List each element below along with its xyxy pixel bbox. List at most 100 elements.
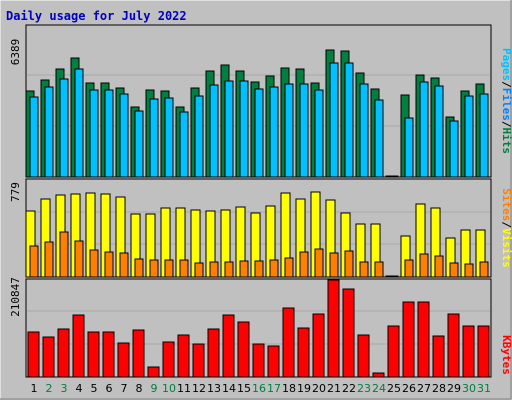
kbytes-bar-day-31 xyxy=(477,325,490,378)
legend: Sites/Visits xyxy=(500,188,512,268)
day-label-2: 2 xyxy=(46,382,53,395)
pages-bar-day-24 xyxy=(374,99,384,178)
kbytes-bar-day-13 xyxy=(207,328,220,378)
kbytes-bar-day-7 xyxy=(117,342,130,378)
sites-bar-day-24 xyxy=(374,261,384,278)
sites-bar-day-18 xyxy=(284,257,294,278)
kbytes-bar-day-22 xyxy=(342,288,355,378)
pages-bar-day-8 xyxy=(134,110,144,178)
legend-sep: / xyxy=(500,81,512,88)
day-label-6: 6 xyxy=(106,382,113,395)
kbytes-bar-day-25 xyxy=(387,325,400,378)
kbytes-bar-day-20 xyxy=(312,313,325,378)
day-label-5: 5 xyxy=(91,382,98,395)
bar-group xyxy=(25,49,489,178)
day-label-4: 4 xyxy=(76,382,83,395)
day-label-9: 9 xyxy=(151,382,158,395)
legend-hits: Hits xyxy=(500,128,512,155)
pages-bar-day-27 xyxy=(419,81,429,178)
pages-bar-day-3 xyxy=(59,78,69,178)
kbytes-bar-day-29 xyxy=(447,313,460,378)
sites-bar-day-4 xyxy=(74,240,84,278)
sites-bar-day-27 xyxy=(419,253,429,278)
kbytes-bar-day-11 xyxy=(177,334,190,378)
day-label-13: 13 xyxy=(207,382,221,395)
day-label-16: 16 xyxy=(252,382,266,395)
sites-bar-day-5 xyxy=(89,249,99,278)
day-label-1: 1 xyxy=(31,382,38,395)
kbytes-bar-day-26 xyxy=(402,301,415,378)
sites-bar-day-17 xyxy=(269,259,279,278)
kbytes-bar-day-18 xyxy=(282,307,295,378)
pages-bar-day-26 xyxy=(404,117,414,178)
day-label-8: 8 xyxy=(136,382,143,395)
sites-bar-day-12 xyxy=(194,262,204,278)
day-label-14: 14 xyxy=(222,382,236,395)
sites-bar-day-3 xyxy=(59,231,69,278)
legend-sep: / xyxy=(500,121,512,128)
pages-bar-day-15 xyxy=(239,80,249,178)
kbytes-bar-day-17 xyxy=(267,345,280,378)
pages-bar-day-30 xyxy=(464,95,474,178)
kbytes-bar-day-4 xyxy=(72,314,85,378)
kbytes-panel: 210847 KBytes xyxy=(9,277,512,378)
kbytes-bar-day-27 xyxy=(417,301,430,378)
sites-bar-day-23 xyxy=(359,261,369,278)
day-label-31: 31 xyxy=(477,382,491,395)
sites-bar-day-26 xyxy=(404,259,414,278)
sites-bar-day-19 xyxy=(299,251,309,278)
sites-bar-day-30 xyxy=(464,263,474,278)
kbytes-bar-day-24 xyxy=(372,372,385,378)
kbytes-bar-day-14 xyxy=(222,314,235,378)
sites-bar-day-11 xyxy=(179,259,189,278)
sites-bar-day-16 xyxy=(254,260,264,278)
sites-bar-day-25 xyxy=(389,275,399,278)
sites-bar-day-22 xyxy=(344,250,354,278)
day-label-15: 15 xyxy=(237,382,251,395)
day-label-28: 28 xyxy=(432,382,446,395)
kbytes-bar-day-19 xyxy=(297,327,310,378)
hits-files-pages-panel: 6389 Pages/Files/Hits xyxy=(9,24,512,178)
pages-bar-day-12 xyxy=(194,95,204,178)
day-label-18: 18 xyxy=(282,382,296,395)
pages-bar-day-2 xyxy=(44,86,54,178)
day-label-10: 10 xyxy=(162,382,176,395)
sites-bar-day-15 xyxy=(239,260,249,278)
pages-bar-day-13 xyxy=(209,84,219,178)
sites-bar-day-2 xyxy=(44,241,54,278)
day-axis: 1 2 3 4 5 6 7 8 9 10 11 12 13 14 15 16 17 18 19 20 21 22 23 24 2… xyxy=(31,382,492,395)
sites-bar-day-13 xyxy=(209,261,219,278)
day-label-19: 19 xyxy=(297,382,311,395)
pages-bar-day-25 xyxy=(389,175,399,178)
pages-bar-day-16 xyxy=(254,88,264,178)
day-label-26: 26 xyxy=(402,382,416,395)
pages-bar-day-21 xyxy=(329,62,339,178)
sites-bar-day-9 xyxy=(149,259,159,278)
kbytes-bar-day-2 xyxy=(42,336,55,378)
visits-sites-panel: 779 Sites/Visits xyxy=(9,178,512,278)
kbytes-bar-day-9 xyxy=(147,366,160,378)
chart-title: Daily usage for July 2022 xyxy=(6,9,187,23)
bar-group xyxy=(27,279,490,378)
kbytes-bar-day-1 xyxy=(27,331,40,378)
kbytes-bar-day-3 xyxy=(57,328,70,378)
pages-bar-day-4 xyxy=(74,68,84,178)
pages-bar-day-17 xyxy=(269,86,279,178)
pages-bar-day-19 xyxy=(299,83,309,178)
sites-bar-day-28 xyxy=(434,255,444,278)
day-label-20: 20 xyxy=(312,382,326,395)
kbytes-bar-day-16 xyxy=(252,343,265,378)
kbytes-bar-day-8 xyxy=(132,329,145,378)
pages-bar-day-11 xyxy=(179,111,189,178)
pages-bar-day-9 xyxy=(149,98,159,178)
legend: Pages/Files/Hits xyxy=(500,48,512,154)
day-label-11: 11 xyxy=(177,382,191,395)
pages-bar-day-29 xyxy=(449,120,459,178)
pages-bar-day-18 xyxy=(284,83,294,178)
day-label-21: 21 xyxy=(327,382,341,395)
legend-visits: Visits xyxy=(500,228,512,268)
sites-bar-day-31 xyxy=(479,261,489,278)
legend-sep: / xyxy=(500,221,512,228)
sites-bar-day-21 xyxy=(329,252,339,278)
